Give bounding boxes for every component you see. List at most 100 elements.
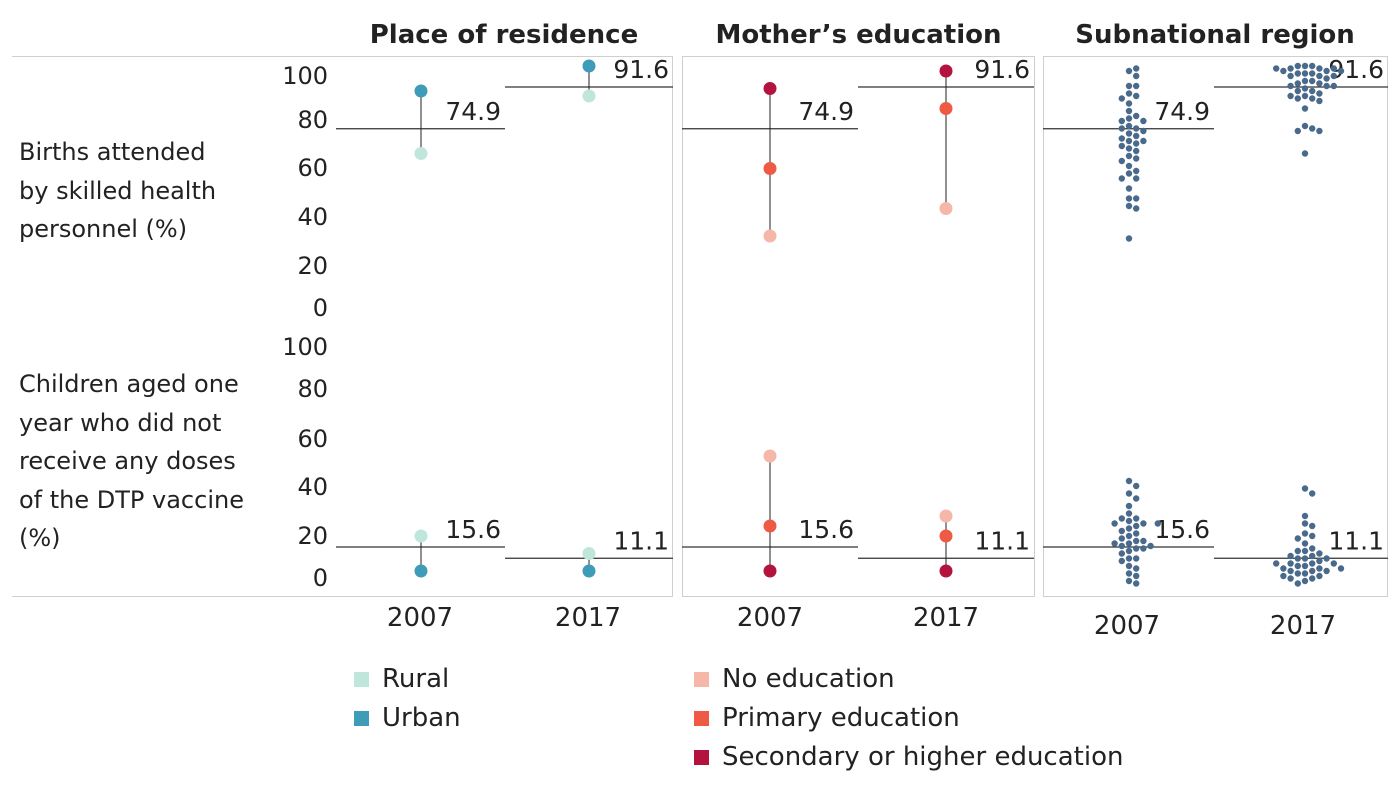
region-dot-births-2017 xyxy=(1287,72,1294,80)
region-dot-births-2017 xyxy=(1337,67,1345,75)
ytick-bottom-40: 40 xyxy=(297,473,328,501)
region-dot-births-2017 xyxy=(1301,92,1309,100)
region-dot-births-2007 xyxy=(1125,185,1133,192)
region-dot-dtp-2007 xyxy=(1140,545,1147,552)
region-dot-dtp-2007 xyxy=(1125,477,1133,485)
region-dot-births-2007 xyxy=(1118,157,1126,165)
national-label-region-dtp-2007: 15.6 xyxy=(1154,515,1210,544)
region-dot-dtp-2017 xyxy=(1309,532,1316,540)
region-dot-dtp-2007 xyxy=(1140,537,1147,545)
xtick-residence-2007: 2007 xyxy=(386,603,454,633)
education-dot-primary-education-births-2007 xyxy=(763,162,777,175)
region-dot-dtp-2017 xyxy=(1301,485,1309,492)
region-dot-births-2017 xyxy=(1301,77,1309,85)
education-dot-primary-education-dtp-2017 xyxy=(939,529,953,543)
region-dot-births-2017 xyxy=(1309,70,1316,77)
region-dot-births-2007 xyxy=(1125,122,1133,130)
national-label-residence-births-2017: 91.6 xyxy=(613,55,669,84)
region-dot-dtp-2017 xyxy=(1273,560,1280,567)
region-dot-births-2017 xyxy=(1294,127,1302,135)
region-dot-dtp-2007 xyxy=(1125,570,1133,577)
region-dot-dtp-2017 xyxy=(1294,535,1302,542)
region-dot-dtp-2007 xyxy=(1133,495,1140,502)
panel-education xyxy=(682,56,1035,597)
region-dot-dtp-2017 xyxy=(1294,562,1302,570)
xtick-education-2007: 2007 xyxy=(736,603,804,633)
ytick-top-40: 40 xyxy=(297,203,328,231)
region-dot-dtp-2017 xyxy=(1309,490,1316,497)
region-dot-dtp-2007 xyxy=(1133,545,1140,552)
residence-dot-rural-births-2017 xyxy=(582,89,596,103)
region-dot-births-2007 xyxy=(1125,67,1133,75)
national-label-region-births-2007: 74.9 xyxy=(1154,97,1210,126)
ytick-top-60: 60 xyxy=(297,154,328,182)
region-dot-dtp-2017 xyxy=(1301,530,1309,537)
region-dot-dtp-2007 xyxy=(1125,540,1133,547)
region-dot-dtp-2017 xyxy=(1316,572,1323,580)
region-dot-births-2017 xyxy=(1330,65,1338,72)
legend-label-rural: Rural xyxy=(382,664,450,694)
region-dot-dtp-2007 xyxy=(1111,520,1118,527)
region-dot-dtp-2007 xyxy=(1140,520,1147,527)
region-dot-dtp-2007 xyxy=(1133,530,1140,537)
region-dot-dtp-2017 xyxy=(1280,572,1287,580)
region-dot-births-2007 xyxy=(1125,202,1133,210)
xtick-residence-2017: 2017 xyxy=(554,603,622,633)
region-dot-births-2017 xyxy=(1316,80,1323,87)
region-dot-births-2017 xyxy=(1301,150,1309,157)
xtick-region-2017: 2017 xyxy=(1269,611,1337,641)
region-dot-dtp-2017 xyxy=(1323,555,1330,562)
region-dot-births-2017 xyxy=(1309,125,1316,132)
region-dot-births-2007 xyxy=(1133,140,1140,147)
region-dot-dtp-2017 xyxy=(1294,570,1302,577)
region-dot-dtp-2017 xyxy=(1309,552,1316,560)
region-dot-births-2007 xyxy=(1133,167,1140,175)
region-dot-births-2007 xyxy=(1133,195,1140,202)
region-dot-dtp-2007 xyxy=(1118,550,1126,557)
region-dot-dtp-2007 xyxy=(1125,562,1133,570)
region-dot-births-2007 xyxy=(1133,112,1140,120)
region-dot-births-2007 xyxy=(1125,152,1133,160)
region-dot-births-2007 xyxy=(1125,162,1133,170)
region-dot-births-2017 xyxy=(1273,65,1280,72)
national-label-education-dtp-2017: 11.1 xyxy=(974,526,1030,555)
region-dot-births-2007 xyxy=(1140,137,1147,145)
education-dot-no-education-births-2017 xyxy=(939,202,953,215)
region-dot-dtp-2017 xyxy=(1301,570,1309,577)
education-dot-primary-education-dtp-2007 xyxy=(763,519,777,533)
legend-label-urban: Urban xyxy=(382,703,461,733)
region-dot-births-2017 xyxy=(1309,77,1316,85)
region-dot-dtp-2007 xyxy=(1133,522,1140,530)
region-dot-births-2017 xyxy=(1316,97,1323,105)
region-dot-births-2007 xyxy=(1125,170,1133,177)
region-dot-births-2007 xyxy=(1125,90,1133,97)
region-dot-dtp-2017 xyxy=(1309,560,1316,567)
education-dot-primary-education-births-2017 xyxy=(939,102,953,115)
region-dot-births-2007 xyxy=(1125,100,1133,107)
region-dot-dtp-2007 xyxy=(1125,532,1133,540)
region-dot-dtp-2017 xyxy=(1301,547,1309,555)
region-dot-dtp-2007 xyxy=(1133,565,1140,572)
region-dot-dtp-2017 xyxy=(1294,555,1302,562)
region-dot-dtp-2017 xyxy=(1294,547,1302,555)
region-dot-dtp-2007 xyxy=(1118,527,1126,535)
ytick-bottom-20: 20 xyxy=(297,522,328,550)
education-dot-secondary-or-higher-education-dtp-2017 xyxy=(939,564,953,578)
region-dot-dtp-2017 xyxy=(1280,565,1287,572)
legend-label-secondary: Secondary or higher education xyxy=(722,742,1124,772)
ytick-bottom-0: 0 xyxy=(312,564,328,592)
xtick-region-2007: 2007 xyxy=(1093,611,1161,641)
region-dot-dtp-2007 xyxy=(1133,515,1140,522)
region-dot-births-2017 xyxy=(1287,92,1294,100)
region-dot-dtp-2017 xyxy=(1316,550,1323,557)
region-dot-dtp-2007 xyxy=(1118,557,1126,565)
region-dot-births-2017 xyxy=(1294,62,1302,70)
national-label-residence-births-2007: 74.9 xyxy=(445,97,501,126)
region-dot-dtp-2017 xyxy=(1316,557,1323,565)
residence-dot-urban-births-2017 xyxy=(582,59,596,73)
region-dot-dtp-2007 xyxy=(1118,542,1126,550)
region-dot-dtp-2007 xyxy=(1133,580,1140,587)
residence-dot-rural-dtp-2017 xyxy=(582,547,596,560)
region-dot-births-2017 xyxy=(1316,65,1323,72)
